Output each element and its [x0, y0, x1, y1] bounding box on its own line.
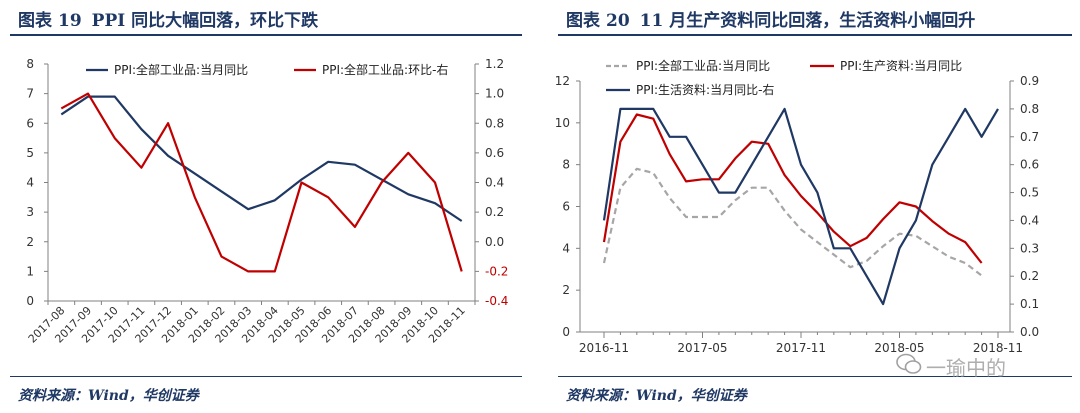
- y-tick-label-left: 0: [562, 325, 570, 339]
- source-rule: [10, 376, 522, 377]
- y-tick-label-left: 8: [26, 57, 34, 71]
- series-line-2: [60, 92, 463, 273]
- y-tick-label-right: 0.6: [485, 146, 504, 160]
- y-tick-label-left: 8: [562, 158, 570, 172]
- series-line-1: [602, 167, 983, 277]
- y-tick-label-left: 12: [555, 74, 570, 88]
- title-rule: [558, 34, 1072, 36]
- y-tick-label-left: 4: [26, 176, 34, 190]
- y-tick-label-right: 0.5: [1020, 186, 1039, 200]
- ppi-yoy-mom-chart: 012345678-0.4-0.20.00.20.40.60.81.01.220…: [26, 57, 509, 346]
- y-tick-label-left: 6: [26, 116, 34, 130]
- y-tick-label-left: 0: [26, 294, 34, 308]
- y-tick-label-right: 0.0: [1020, 325, 1039, 339]
- x-tick-label: 2018-11: [973, 341, 1023, 355]
- series-line-1: [60, 95, 463, 222]
- y-tick-label-right: 0.7: [1020, 130, 1039, 144]
- legend-label: PPI:生产资料:当月同比: [840, 59, 962, 73]
- y-tick-label-left: 4: [562, 241, 570, 255]
- y-tick-label-left: 7: [26, 87, 34, 101]
- y-tick-label-right: 0.9: [1020, 74, 1039, 88]
- chart-title-right: 图表 20 11 月生产资料同比回落，生活资料小幅回升: [566, 11, 976, 31]
- chart-title-left: 图表 19 PPI 同比大幅回落，环比下跌: [18, 11, 319, 31]
- y-tick-label-right: -0.2: [485, 264, 508, 278]
- y-tick-label-left: 10: [555, 116, 570, 130]
- x-tick-label: 2017-05: [677, 341, 727, 355]
- y-tick-label-left: 2: [26, 235, 34, 249]
- y-tick-label-right: -0.4: [485, 294, 508, 308]
- y-tick-label-left: 1: [26, 264, 34, 278]
- y-tick-label-left: 3: [26, 205, 34, 219]
- x-tick-label: 2016-11: [579, 341, 629, 355]
- series-line-3: [602, 107, 999, 306]
- legend-label: PPI:生活资料:当月同比-右: [636, 82, 774, 97]
- x-tick-label: 2018-05: [874, 341, 924, 355]
- chart-panel-right: 图表 20 11 月生产资料同比回落，生活资料小幅回升 0 2 4 6 8 10 12 0.0 0.…: [548, 0, 1080, 413]
- ppi-production-living-chart: 0 2 4 6 8 10 12 0.0 0.1 0.2 0.3 0.4 0.5 0.6 0.7 0.8 0.9 2…: [555, 58, 1039, 355]
- legend-label: PPI:全部工业品:当月同比: [636, 58, 770, 73]
- source-note: 资料来源：Wind，华创证券: [566, 388, 747, 404]
- y-tick-label-left: 2: [562, 283, 570, 297]
- y-tick-label-right: 0.2: [485, 205, 504, 219]
- wechat-icon: [896, 353, 922, 374]
- y-tick-label-left: 6: [562, 200, 570, 214]
- chart-panel-left: 图表 19 PPI 同比大幅回落，环比下跌 0 1 2 3 4 5 6 7 8 -0.4 -0.2 0.0…: [0, 0, 530, 413]
- y-tick-label-right: 0.8: [1020, 102, 1039, 116]
- watermark: 一瑜中的: [926, 356, 1006, 380]
- source-note: 资料来源：Wind，华创证券: [18, 388, 199, 404]
- title-rule: [10, 34, 522, 36]
- legend-label: PPI:全部工业品:当月同比: [114, 62, 248, 77]
- y-tick-label-right: 1.2: [485, 57, 504, 71]
- y-tick-label-left: 5: [26, 146, 34, 160]
- y-tick-label-right: 0.1: [1020, 297, 1039, 311]
- y-tick-label-right: 1.0: [485, 87, 504, 101]
- x-tick-label: 2017-11: [776, 341, 826, 355]
- y-tick-label-right: 0.4: [485, 176, 504, 190]
- y-tick-label-right: 0.4: [1020, 213, 1039, 227]
- y-tick-label-right: 0.3: [1020, 241, 1039, 255]
- source-rule: [558, 376, 1072, 377]
- y-tick-label-right: 0.0: [485, 235, 504, 249]
- y-tick-label-right: 0.8: [485, 116, 504, 130]
- y-tick-label-right: 0.6: [1020, 158, 1039, 172]
- y-tick-label-right: 0.2: [1020, 269, 1039, 283]
- legend-label: PPI:全部工业品:环比-右: [322, 62, 448, 77]
